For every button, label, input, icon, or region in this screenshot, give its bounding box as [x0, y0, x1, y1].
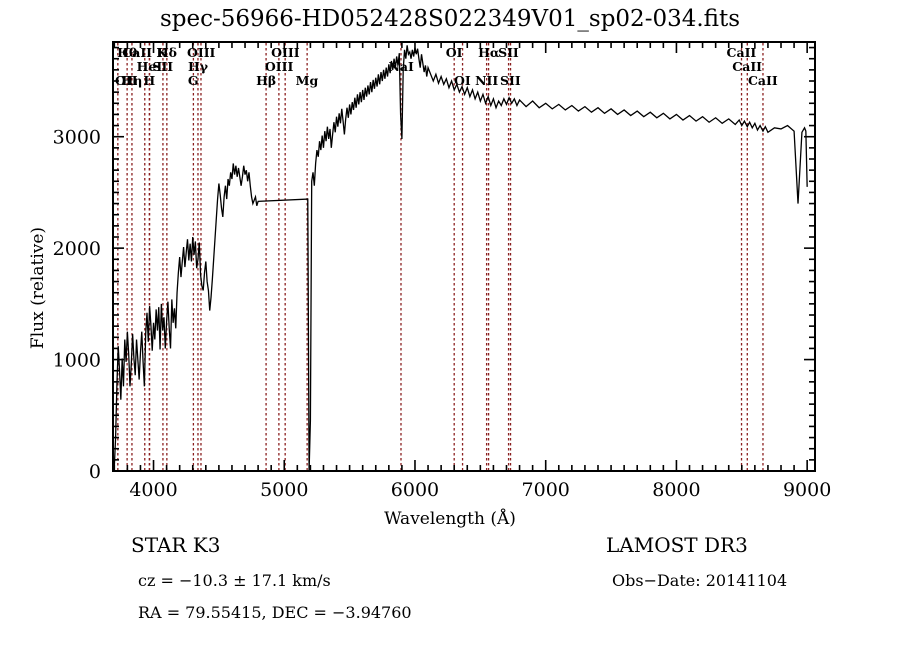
spectral-line-label: G — [187, 73, 199, 88]
spectrum-trace — [113, 45, 808, 472]
coordinates: RA = 79.55415, DEC = −3.94760 — [138, 603, 412, 622]
spectral-line-label: OIII — [264, 59, 294, 74]
spectral-line-label: OI — [454, 73, 471, 88]
x-tick-label: 7000 — [522, 479, 570, 501]
spectral-line-label: NII — [475, 73, 499, 88]
x-tick-label: 6000 — [391, 479, 439, 501]
survey-name: LAMOST DR3 — [606, 533, 748, 557]
spectral-line-label: OIII — [271, 45, 300, 60]
spectral-line-label: Hθ — [117, 45, 138, 60]
object-class: STAR K3 — [131, 533, 221, 557]
spectral-line-label: CaII — [732, 59, 763, 74]
x-tick-label: 9000 — [783, 479, 831, 501]
spectral-line-label: NaI — [388, 59, 414, 74]
spectral-line-label: SII — [152, 59, 174, 74]
spectral-line-label: SII — [498, 45, 519, 60]
obs-date: Obs−Date: 20141104 — [612, 571, 788, 590]
spectral-line-label: Hγ — [187, 59, 209, 74]
spectral-line-label: HeI — [136, 59, 163, 74]
spectral-line-label: Mg — [295, 73, 319, 88]
spectral-line-label: Hα — [478, 45, 500, 60]
x-axis-label: Wavelength (Å) — [384, 509, 516, 529]
figure-title: spec-56966-HD052428S022349V01_sp02-034.f… — [159, 6, 741, 32]
spectral-line-label: Hβ — [256, 73, 277, 88]
spectral-line-label: SII — [500, 73, 521, 88]
spectral-line-label: CaII K — [122, 45, 168, 60]
spectral-line-label: CaII — [747, 73, 778, 88]
spectral-line-label: CaII — [726, 45, 757, 60]
spectral-line-label: OII — [115, 73, 138, 88]
cz-value: cz = −10.3 ± 17.1 km/s — [138, 571, 331, 590]
spectral-line-label: OI — [445, 45, 463, 60]
y-axis-label: Flux (relative) — [28, 226, 48, 350]
spectral-line-label: Hη — [121, 73, 143, 88]
x-tick-label: 4000 — [129, 479, 177, 501]
y-tick-label: 2000 — [53, 238, 101, 260]
y-tick-label: 0 — [89, 461, 101, 483]
x-tick-label: 8000 — [652, 479, 700, 501]
y-tick-label: 3000 — [53, 127, 101, 149]
x-tick-label: 5000 — [260, 479, 308, 501]
plot-frame — [112, 41, 816, 472]
y-tick-label: 1000 — [53, 350, 101, 372]
spectral-line-label: Hδ — [156, 45, 177, 60]
spectral-line-label: H — [143, 73, 156, 88]
spectral-line-label: OIII — [186, 45, 216, 60]
